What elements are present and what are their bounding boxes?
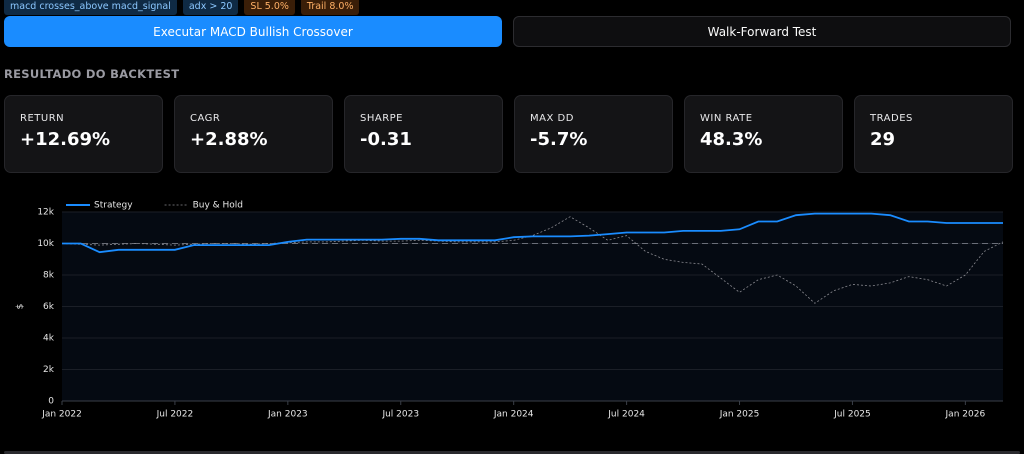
metric-label: RETURN <box>20 113 65 124</box>
x-tick-label: Jul 2024 <box>607 410 645 420</box>
x-tick-label: Jul 2023 <box>381 410 419 420</box>
x-tick-label: Jan 2023 <box>267 410 308 420</box>
walk-forward-button[interactable]: Walk-Forward Test <box>513 16 1011 47</box>
section-title: RESULTADO DO BACKTEST <box>4 67 180 81</box>
x-tick-label: Jul 2022 <box>156 410 194 420</box>
metric-value: -5.7% <box>530 129 588 150</box>
metric-card: CAGR +2.88% <box>174 95 333 173</box>
x-tick-label: Jan 2025 <box>719 410 760 420</box>
metric-value: -0.31 <box>360 129 412 150</box>
y-tick-label: 12k <box>37 208 54 218</box>
metric-value: 29 <box>870 129 896 150</box>
metric-cards: RETURN +12.69% CAGR +2.88% SHARPE -0.31 MAX DD… <box>4 95 1013 173</box>
y-tick-label: 6k <box>43 302 55 312</box>
series-line <box>62 212 1003 254</box>
metric-label: WIN RATE <box>700 113 753 124</box>
tag: macd crosses_above macd_signal <box>4 0 177 15</box>
x-tick-label: Jan 2024 <box>493 410 534 420</box>
metric-label: CAGR <box>190 113 221 124</box>
metric-card: RETURN +12.69% <box>4 95 163 173</box>
metric-label: TRADES <box>870 113 913 124</box>
metric-label: MAX DD <box>530 113 574 124</box>
y-axis-label: $ <box>16 304 26 310</box>
metric-card: SHARPE -0.31 <box>344 95 503 173</box>
metric-value: 48.3% <box>700 129 763 150</box>
tag: SL 5.0% <box>244 0 295 15</box>
y-tick-label: 0 <box>48 397 54 407</box>
y-tick-label: 10k <box>37 239 54 249</box>
run-button[interactable]: Executar MACD Bullish Crossover <box>4 16 502 47</box>
metric-card: MAX DD -5.7% <box>514 95 673 173</box>
y-tick-label: 4k <box>43 334 55 344</box>
metric-card: TRADES 29 <box>854 95 1013 173</box>
tag-row: macd crosses_above macd_signal adx > 20 … <box>4 0 360 15</box>
legend-label: Strategy <box>94 201 133 211</box>
y-tick-label: 8k <box>43 271 55 281</box>
metric-value: +12.69% <box>20 129 111 150</box>
bottom-bar <box>4 451 1020 454</box>
x-tick-label: Jul 2025 <box>833 410 871 420</box>
metric-value: +2.88% <box>190 129 268 150</box>
series-line <box>61 216 1004 304</box>
y-tick-label: 2k <box>43 365 55 375</box>
metric-card: WIN RATE 48.3% <box>684 95 843 173</box>
x-tick-label: Jan 2026 <box>945 410 986 420</box>
chart: 0 2k 4k 6k 8k 10k 12k Jan 2022 Jul 2022 Jan 2023 J… <box>16 201 1004 420</box>
legend-label: Buy & Hold <box>193 201 243 211</box>
tag: Trail 8.0% <box>300 0 360 15</box>
metric-label: SHARPE <box>360 113 404 124</box>
x-tick-label: Jan 2022 <box>41 410 82 420</box>
tag: adx > 20 <box>182 0 239 15</box>
